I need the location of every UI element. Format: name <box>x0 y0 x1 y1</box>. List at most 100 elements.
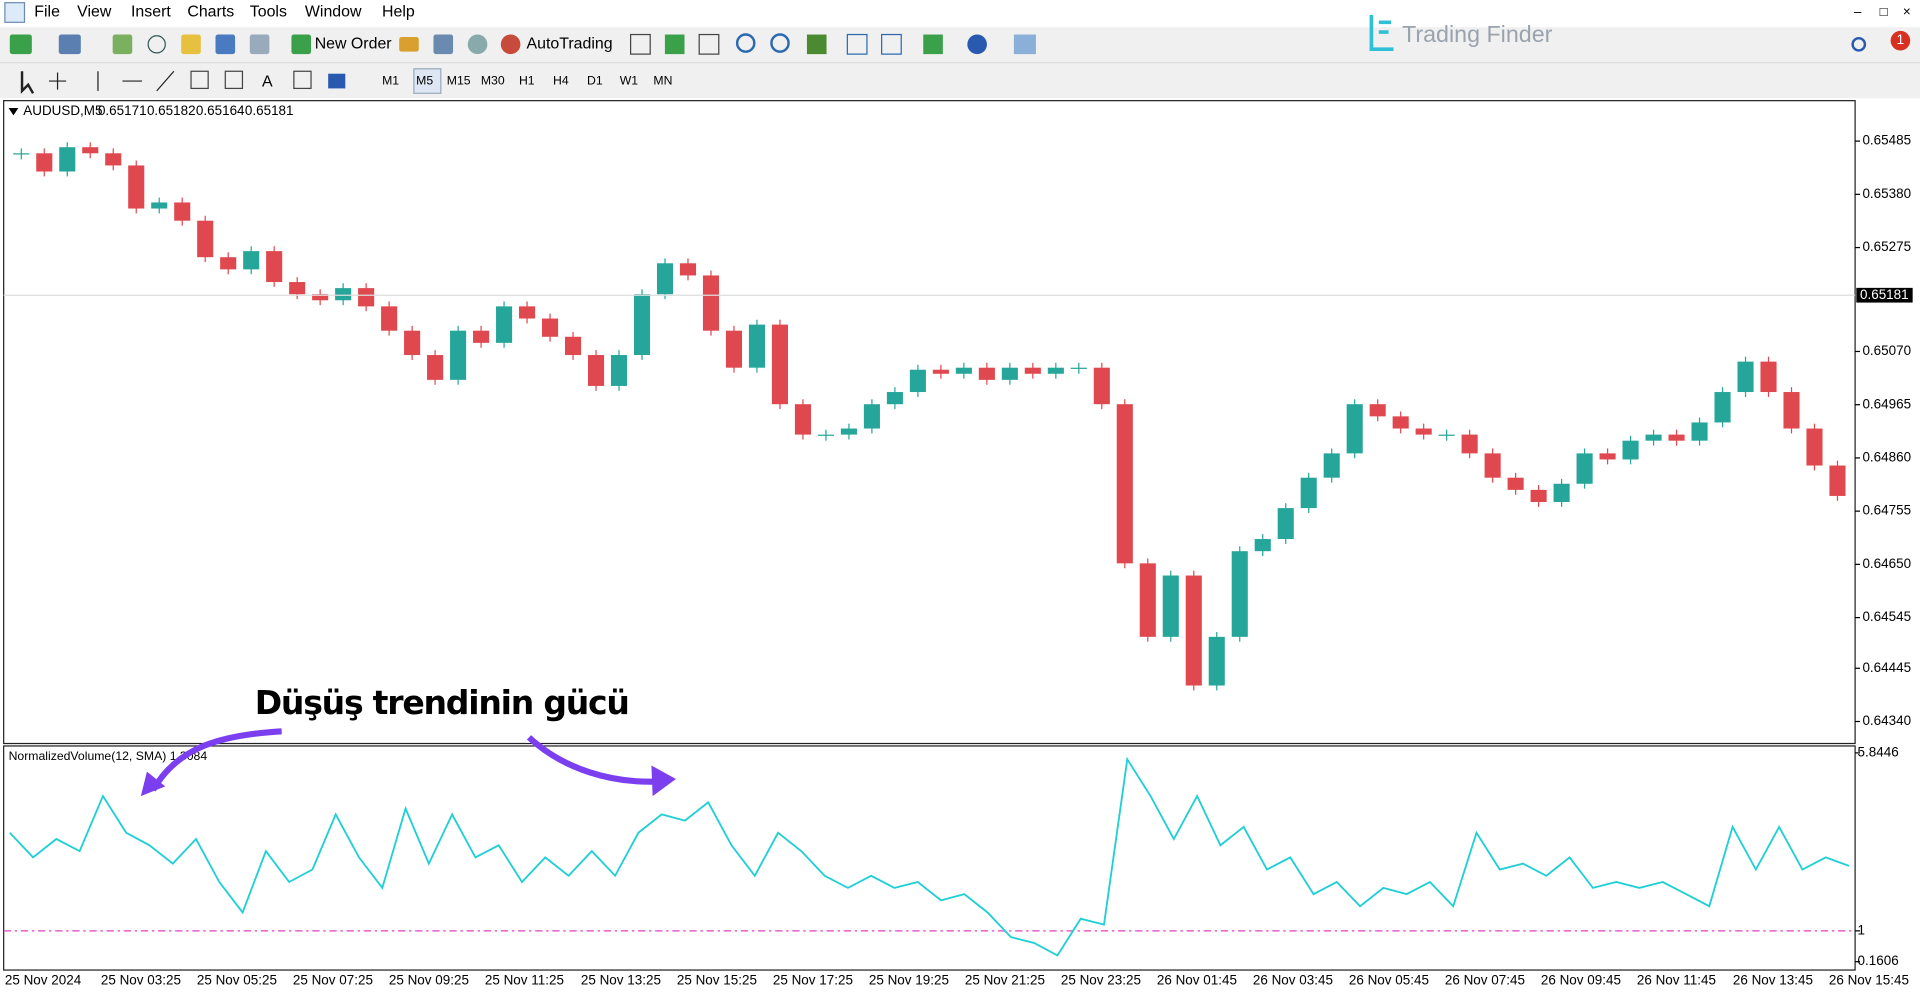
icon: A <box>262 73 273 90</box>
candle <box>1346 404 1363 454</box>
timeframe[interactable]: W1 <box>620 73 639 87</box>
icon <box>9 34 32 55</box>
header-price: 0.65181 <box>245 103 294 118</box>
candle <box>702 275 720 331</box>
candle <box>1714 392 1731 423</box>
y-tick-label: 0.65380 <box>1862 186 1911 201</box>
x-tick-label: 26 Nov 13:45 <box>1733 973 1813 988</box>
icon <box>735 33 756 53</box>
arrow-head <box>140 771 166 797</box>
y-tick-label: 0.65485 <box>1862 133 1911 148</box>
candle <box>1507 477 1524 490</box>
y-tick-label: 0.64445 <box>1862 660 1911 675</box>
candle <box>243 251 260 270</box>
candle <box>1116 404 1133 564</box>
timeframe-active <box>413 68 442 94</box>
candle <box>587 355 605 386</box>
menu-item[interactable]: Charts <box>187 4 234 21</box>
current-price-label: 0.65181 <box>1860 287 1909 302</box>
candle <box>1231 551 1248 637</box>
chart-menu-arrow[interactable] <box>8 108 19 116</box>
notification-count: 1 <box>1897 32 1904 47</box>
candle <box>473 330 490 343</box>
candle <box>1691 422 1708 441</box>
icon[interactable] <box>291 34 312 55</box>
icon <box>923 34 943 55</box>
candle <box>151 202 168 209</box>
icon <box>770 33 790 53</box>
candle <box>13 153 30 155</box>
icon[interactable] <box>500 34 521 55</box>
icon <box>97 70 175 92</box>
window-control[interactable]: □ <box>1880 4 1888 19</box>
timeframe[interactable]: M30 <box>481 73 505 87</box>
x-tick-label: 25 Nov 19:25 <box>869 973 949 988</box>
candle <box>1208 636 1225 686</box>
timeframe[interactable]: D1 <box>587 73 603 87</box>
notification-badge[interactable] <box>1890 30 1911 51</box>
candle <box>450 330 467 380</box>
timeframe[interactable]: H4 <box>553 73 569 87</box>
new-order-button[interactable]: New Order <box>315 36 393 53</box>
arrow <box>526 735 662 785</box>
timeframe[interactable]: M5 <box>416 73 433 87</box>
y-tick-label: 5.8446 <box>1858 744 1899 759</box>
candle <box>1185 575 1202 686</box>
timeframe[interactable]: H1 <box>519 73 535 87</box>
candle <box>496 306 513 343</box>
candle <box>1530 489 1547 503</box>
menu-item[interactable]: File <box>34 4 60 21</box>
y-tick-label: 1 <box>1858 922 1865 937</box>
candle <box>1323 453 1340 478</box>
indicator-title: NormalizedVolume(12, SMA) 1.3084 <box>9 749 208 763</box>
candle <box>220 257 237 270</box>
candle <box>289 282 306 295</box>
candle <box>105 153 122 166</box>
candle <box>863 404 880 429</box>
icon <box>664 34 685 55</box>
candle <box>725 330 743 368</box>
symbol: AUDUSD,M5 <box>23 103 102 118</box>
timeframe[interactable]: MN <box>653 73 672 87</box>
menu-item[interactable]: Tools <box>250 4 287 21</box>
timeframe[interactable]: M1 <box>382 73 399 87</box>
logo-icon <box>1369 14 1394 52</box>
x-tick-label: 25 Nov 15:25 <box>677 973 757 988</box>
logo: Trading Finder <box>1402 21 1553 47</box>
x-tick-label: 25 Nov 21:25 <box>965 973 1045 988</box>
price-panel <box>3 100 1856 745</box>
menu-item[interactable]: Help <box>382 4 415 21</box>
candle <box>1415 428 1432 435</box>
candle <box>312 294 329 301</box>
candle <box>656 263 674 295</box>
x-tick-label: 26 Nov 03:45 <box>1253 973 1333 988</box>
search-icon[interactable] <box>1851 36 1867 52</box>
x-tick-label: 25 Nov 03:25 <box>101 973 181 988</box>
indicator-line <box>9 756 1850 957</box>
menu-item[interactable]: View <box>77 4 112 21</box>
x-tick-label: 26 Nov 11:45 <box>1637 973 1716 988</box>
candle <box>633 294 651 356</box>
y-tick-label: 0.64340 <box>1862 713 1911 728</box>
x-tick-label: 25 Nov 23:25 <box>1061 973 1141 988</box>
y-tick-label: 0.64965 <box>1862 396 1911 411</box>
icon <box>20 71 35 94</box>
autotrading-button[interactable]: AutoTrading <box>527 36 613 53</box>
header-price: 0.65171 <box>98 103 147 118</box>
x-tick-label: 25 Nov 07:25 <box>293 973 373 988</box>
x-tick-label: 26 Nov 15:45 <box>1829 973 1909 988</box>
icon <box>224 70 244 90</box>
menu-item[interactable]: Insert <box>131 4 171 21</box>
candle <box>1599 453 1616 460</box>
icon <box>967 34 987 55</box>
candle <box>519 306 536 319</box>
window-control[interactable]: × <box>1903 4 1911 19</box>
arrow <box>150 728 282 792</box>
timeframe[interactable]: M15 <box>447 73 471 87</box>
window-control[interactable]: – <box>1854 4 1862 19</box>
candle <box>1461 434 1478 454</box>
icon <box>147 35 166 54</box>
menu-item[interactable]: Window <box>305 4 362 21</box>
